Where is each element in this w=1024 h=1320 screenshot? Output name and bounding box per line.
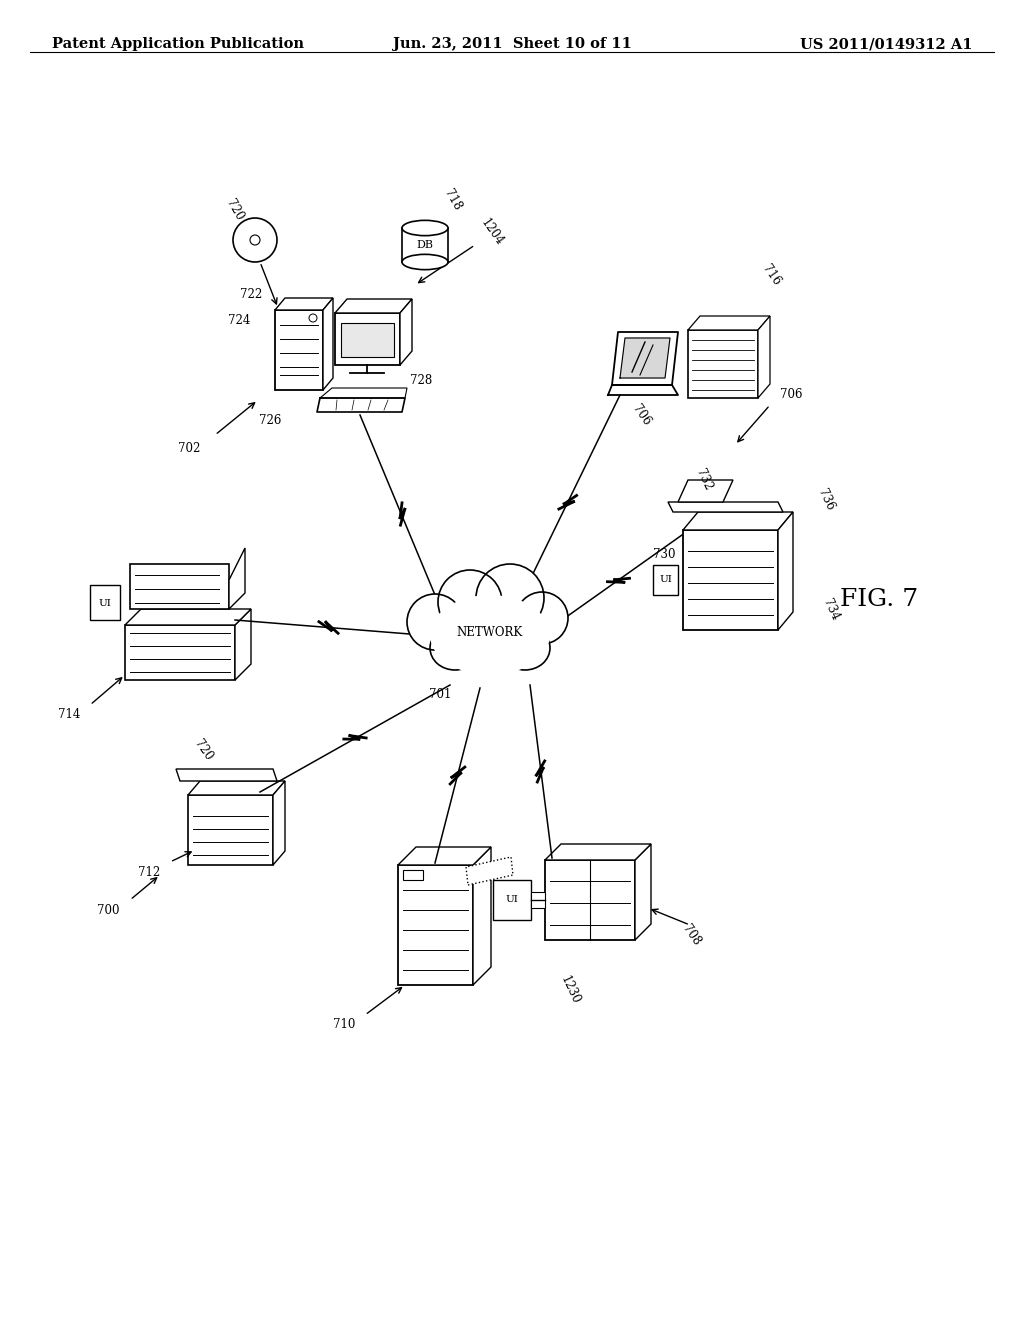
Text: 1204: 1204 bbox=[478, 216, 506, 248]
Ellipse shape bbox=[455, 605, 525, 665]
Text: 706: 706 bbox=[780, 388, 803, 401]
Polygon shape bbox=[683, 512, 793, 531]
Text: 712: 712 bbox=[138, 866, 160, 879]
Polygon shape bbox=[758, 315, 770, 399]
Bar bbox=[90, 585, 120, 620]
Polygon shape bbox=[668, 502, 783, 512]
Bar bbox=[188, 795, 273, 865]
Bar bbox=[493, 880, 531, 920]
Polygon shape bbox=[188, 781, 285, 795]
Ellipse shape bbox=[407, 594, 463, 649]
Polygon shape bbox=[608, 385, 678, 395]
Ellipse shape bbox=[430, 626, 480, 671]
Polygon shape bbox=[778, 512, 793, 630]
Text: UI: UI bbox=[98, 598, 112, 607]
Text: 732: 732 bbox=[694, 467, 715, 492]
Polygon shape bbox=[229, 548, 245, 609]
Text: 720: 720 bbox=[224, 197, 246, 223]
Bar bbox=[403, 870, 423, 880]
Ellipse shape bbox=[476, 564, 544, 632]
Bar bbox=[341, 323, 394, 356]
Bar bbox=[125, 624, 234, 680]
Circle shape bbox=[233, 218, 278, 261]
Bar bbox=[531, 892, 545, 908]
Text: US 2011/0149312 A1: US 2011/0149312 A1 bbox=[800, 37, 972, 51]
Polygon shape bbox=[545, 843, 651, 861]
Polygon shape bbox=[400, 300, 412, 366]
Polygon shape bbox=[319, 388, 407, 399]
Text: 724: 724 bbox=[227, 314, 250, 326]
Bar bbox=[688, 330, 758, 399]
Ellipse shape bbox=[500, 626, 550, 671]
Text: 716: 716 bbox=[760, 263, 783, 288]
Text: NETWORK: NETWORK bbox=[457, 626, 523, 639]
Text: 726: 726 bbox=[259, 413, 282, 426]
Text: 708: 708 bbox=[680, 923, 703, 948]
Text: 718: 718 bbox=[441, 187, 464, 213]
Circle shape bbox=[250, 235, 260, 246]
Text: FIG. 7: FIG. 7 bbox=[840, 589, 919, 611]
Text: 710: 710 bbox=[333, 1019, 355, 1031]
Polygon shape bbox=[125, 609, 251, 624]
Polygon shape bbox=[635, 843, 651, 940]
Text: 700: 700 bbox=[97, 903, 120, 916]
Bar bbox=[683, 531, 778, 630]
Text: UI: UI bbox=[506, 895, 518, 904]
Text: DB: DB bbox=[417, 240, 433, 249]
Ellipse shape bbox=[516, 591, 568, 644]
Bar bbox=[402, 228, 449, 261]
Text: 728: 728 bbox=[410, 374, 432, 387]
Bar bbox=[545, 861, 635, 940]
Bar bbox=[335, 313, 400, 366]
Polygon shape bbox=[234, 609, 251, 680]
Polygon shape bbox=[398, 847, 490, 865]
Text: 734: 734 bbox=[820, 597, 842, 623]
Text: 722: 722 bbox=[240, 289, 262, 301]
Polygon shape bbox=[335, 300, 412, 313]
Text: 720: 720 bbox=[191, 737, 215, 763]
Bar bbox=[130, 564, 229, 609]
Ellipse shape bbox=[438, 570, 502, 634]
Bar bbox=[275, 310, 323, 389]
Polygon shape bbox=[176, 770, 278, 781]
Polygon shape bbox=[678, 480, 733, 502]
Polygon shape bbox=[273, 781, 285, 865]
Text: 701: 701 bbox=[429, 689, 452, 701]
Circle shape bbox=[309, 314, 317, 322]
Text: 702: 702 bbox=[177, 441, 200, 454]
Polygon shape bbox=[323, 298, 333, 389]
Text: 736: 736 bbox=[815, 487, 837, 513]
Bar bbox=[398, 865, 473, 985]
Polygon shape bbox=[275, 298, 333, 310]
Polygon shape bbox=[466, 857, 513, 884]
Text: 1230: 1230 bbox=[558, 974, 583, 1006]
Text: Patent Application Publication: Patent Application Publication bbox=[52, 37, 304, 51]
Ellipse shape bbox=[402, 220, 449, 236]
Text: 730: 730 bbox=[652, 549, 675, 561]
Text: 714: 714 bbox=[57, 709, 80, 722]
Text: Jun. 23, 2011  Sheet 10 of 11: Jun. 23, 2011 Sheet 10 of 11 bbox=[392, 37, 632, 51]
Polygon shape bbox=[620, 338, 670, 378]
Ellipse shape bbox=[402, 255, 449, 269]
Polygon shape bbox=[317, 399, 406, 412]
Polygon shape bbox=[688, 315, 770, 330]
Text: 706: 706 bbox=[630, 403, 653, 428]
Polygon shape bbox=[612, 333, 678, 385]
Ellipse shape bbox=[430, 595, 550, 675]
Bar bbox=[653, 565, 678, 595]
Text: UI: UI bbox=[659, 576, 673, 585]
Polygon shape bbox=[473, 847, 490, 985]
